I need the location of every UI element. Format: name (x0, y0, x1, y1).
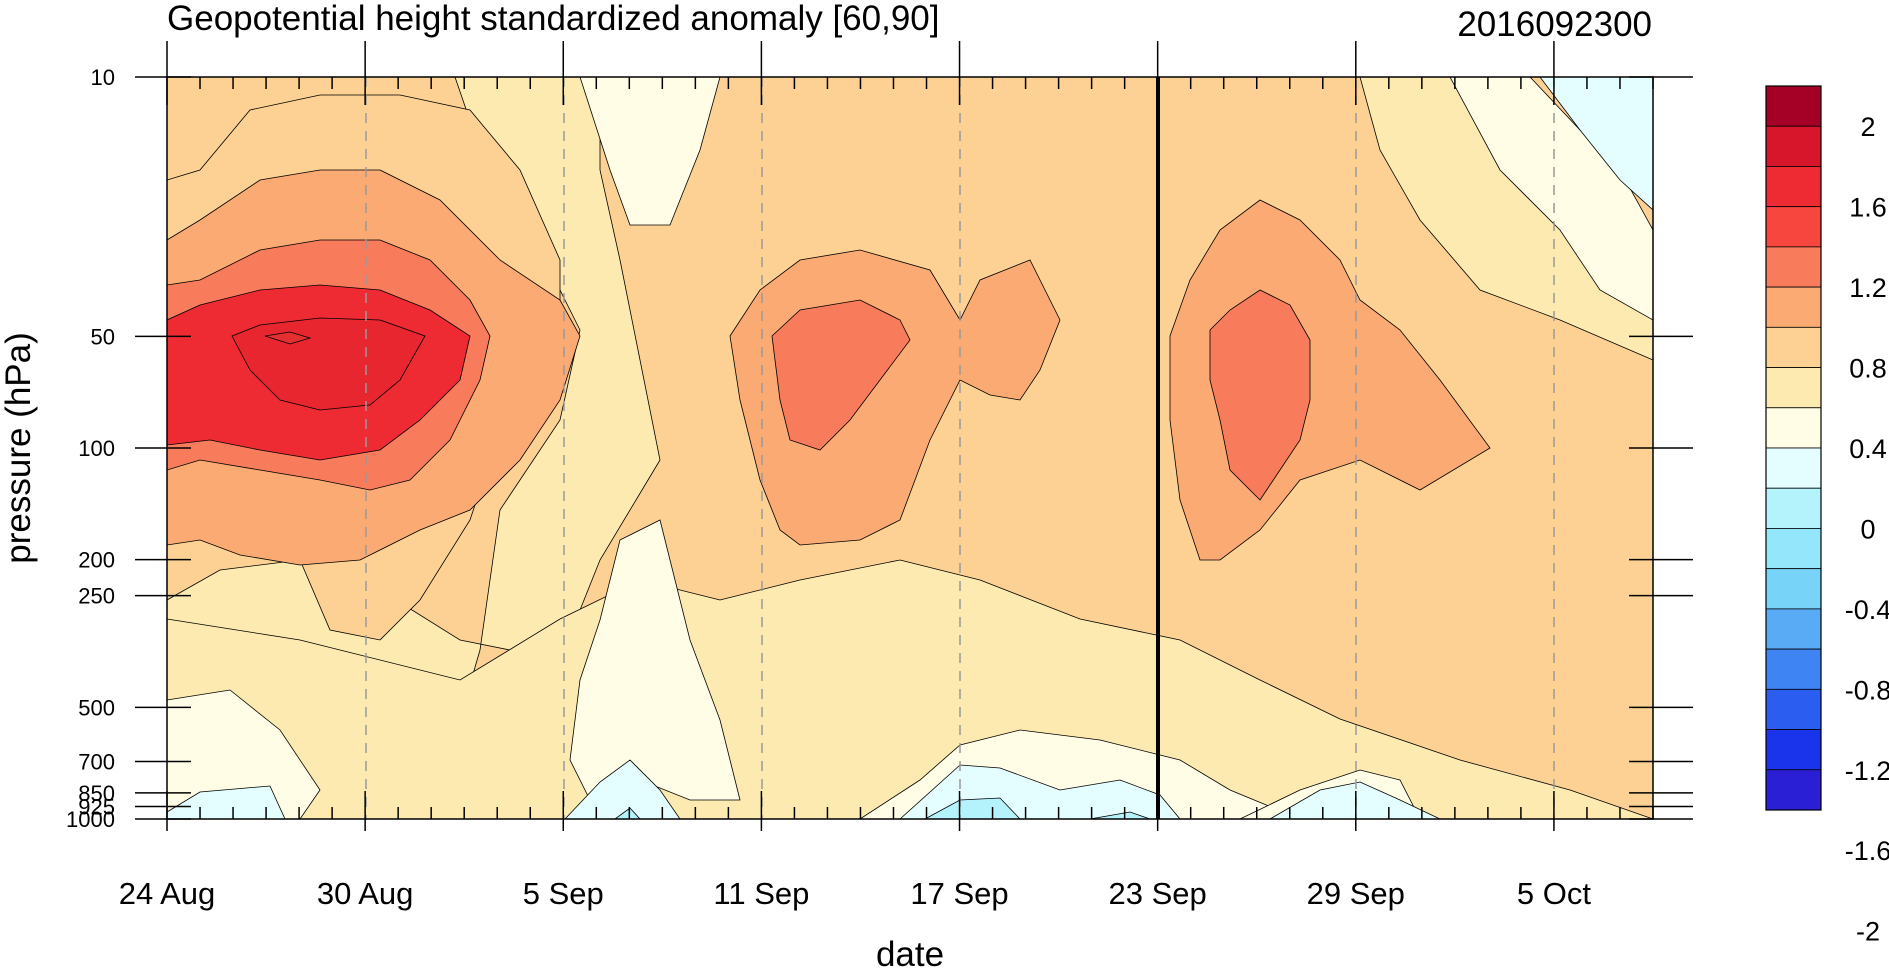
colorbar-swatch (1765, 286, 1822, 328)
colorbar-swatch (1765, 447, 1822, 489)
y-tick-label: 925 (78, 794, 115, 819)
colorbar-swatch (1765, 608, 1822, 650)
y-axis-title: pressure (hPa) (0, 332, 38, 563)
colorbar-label: -1.6 (1845, 836, 1889, 866)
y-tick-label: 50 (91, 324, 115, 349)
x-tick-label: 24 Aug (119, 876, 216, 911)
colorbar-swatch (1765, 769, 1822, 811)
y-tick-label: 850 (78, 781, 115, 806)
contour-fill-minus-0.4 (614, 807, 641, 819)
colorbar-label: -2 (1856, 917, 1880, 947)
contour-fill-negative (1269, 781, 1441, 819)
y-tick-label: 100 (78, 436, 115, 461)
colorbar-swatch (1765, 568, 1822, 610)
x-tick-label: 11 Sep (713, 876, 809, 911)
chart-title: Geopotential height standardized anomaly… (167, 0, 939, 38)
x-tick-label: 30 Aug (317, 876, 414, 911)
contour-fill-0-white (569, 519, 741, 801)
x-tick-label: 5 Oct (1517, 876, 1591, 911)
y-tick-label: 200 (78, 548, 115, 573)
x-tick-label: 23 Sep (1109, 876, 1207, 911)
chart-subtitle: 2016092300 (1457, 5, 1652, 44)
y-tick-label: 1000 (66, 807, 115, 832)
colorbar-label: 0.4 (1849, 434, 1887, 464)
y-tick-label: 500 (78, 695, 115, 720)
y-tick-label: 10 (91, 65, 115, 90)
y-tick-label: 250 (78, 584, 115, 609)
colorbar-label: 0 (1860, 514, 1875, 544)
contour-fill-negative (167, 785, 286, 819)
contour-fill-core-center (264, 331, 312, 345)
colorbar-swatch (1765, 246, 1822, 288)
date-gridlines (365, 77, 1555, 819)
colorbar-swatch (1765, 367, 1822, 409)
x-tick-label: 17 Sep (910, 876, 1008, 911)
x-axis-title: date (876, 935, 944, 969)
y-tick-label: 700 (78, 750, 115, 775)
colorbar-swatch (1765, 407, 1822, 449)
contour-fill-minus-0.4 (1089, 811, 1151, 819)
contour-fill-1.2-1.6 (1209, 289, 1311, 501)
contour-field (167, 77, 1653, 819)
contour-fill-0-0.4 (167, 559, 1653, 819)
contour-fill-negative (1539, 77, 1653, 211)
x-tick-label: 5 Sep (523, 876, 604, 911)
colorbar-swatch (1765, 206, 1822, 248)
colorbar-swatch (1765, 729, 1822, 771)
colorbar-swatch (1765, 688, 1822, 730)
x-tick-label: 29 Sep (1307, 876, 1405, 911)
colorbar-label: 2 (1860, 112, 1875, 142)
colorbar-swatch (1765, 487, 1822, 529)
contour-fill-negative (564, 759, 681, 819)
contour-fill-0-white (1449, 77, 1653, 321)
colorbar-swatch (1765, 528, 1822, 570)
colorbar-label: -0.4 (1845, 595, 1889, 625)
colorbar-swatch (1765, 85, 1822, 127)
colorbar: 2 1.6 1.2 0.8 0.4 0 -0.4 -0.8 -1.2 -1.6 -2 (1765, 85, 1889, 947)
contour-fill-minus-0.4 (924, 797, 1021, 819)
contour-fill-1.2-1.6 (771, 299, 911, 451)
colorbar-swatch (1765, 125, 1822, 167)
colorbar-label: -0.8 (1845, 675, 1889, 705)
colorbar-swatch (1765, 166, 1822, 208)
contour-fill-0-white (579, 77, 721, 226)
contour-fill-0-white (167, 689, 321, 819)
colorbar-swatch (1765, 648, 1822, 690)
x-axis: 24 Aug 30 Aug 5 Sep 11 Sep 17 Sep 23 Sep 29 Se… (119, 41, 1654, 911)
colorbar-swatch (1765, 326, 1822, 368)
colorbar-label: 1.2 (1849, 273, 1887, 303)
colorbar-label: 1.6 (1849, 193, 1887, 223)
colorbar-label: -1.2 (1845, 756, 1889, 786)
colorbar-label: 0.8 (1849, 354, 1887, 384)
